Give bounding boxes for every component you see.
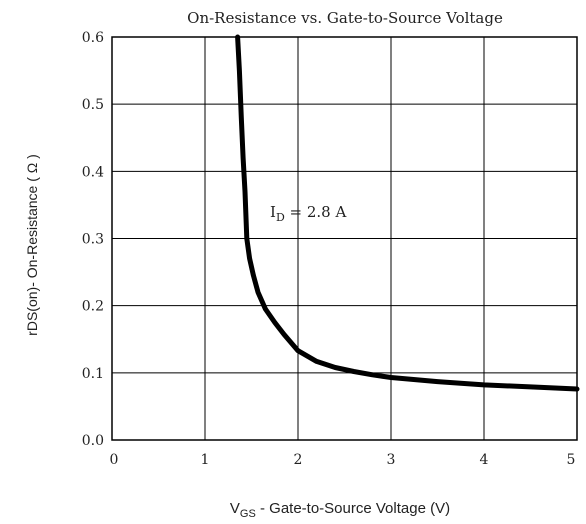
series-line-rds-on (235, 34, 580, 392)
chart-title: On-Resistance vs. Gate-to-Source Voltage (187, 9, 503, 27)
x-axis-label: VGS - Gate-to-Source Voltage (V) (230, 500, 450, 520)
y-tick-label: 0.5 (82, 97, 104, 113)
annotation-sub: D (276, 211, 285, 224)
annotation-rest: = 2.8 A (285, 203, 347, 221)
x-tick-label: 1 (201, 452, 210, 468)
x-axis-label-sub: GS (240, 508, 256, 520)
x-tick-label: 2 (294, 452, 303, 468)
x-tick-label: 5 (567, 452, 576, 468)
plot-frame (111, 36, 578, 441)
y-tick-label: 0.6 (82, 30, 104, 46)
y-tick-label: 0.1 (82, 366, 104, 382)
x-axis-label-main: V (230, 500, 240, 517)
y-tick-label: 0.0 (82, 433, 104, 449)
y-tick-label: 0.4 (82, 164, 104, 180)
annotation-id: ID = 2.8 A (270, 203, 346, 224)
x-axis-label-rest: - Gate-to-Source Voltage (V) (256, 500, 450, 517)
y-tick-label: 0.3 (82, 232, 104, 248)
y-axis-ticks: 0.0 0.1 0.2 0.3 0.4 0.5 0.6 (82, 30, 104, 449)
x-tick-label: 4 (480, 452, 489, 468)
x-axis-ticks: 0 1 2 3 4 5 (110, 452, 576, 468)
y-axis-label: rDS(on)- On-Resistance ( Ω ) (24, 154, 40, 336)
x-tick-label: 3 (387, 452, 396, 468)
y-tick-label: 0.2 (82, 299, 104, 315)
grid-lines (112, 37, 577, 440)
x-tick-label: 0 (110, 452, 119, 468)
annotation-main: I (270, 203, 276, 221)
